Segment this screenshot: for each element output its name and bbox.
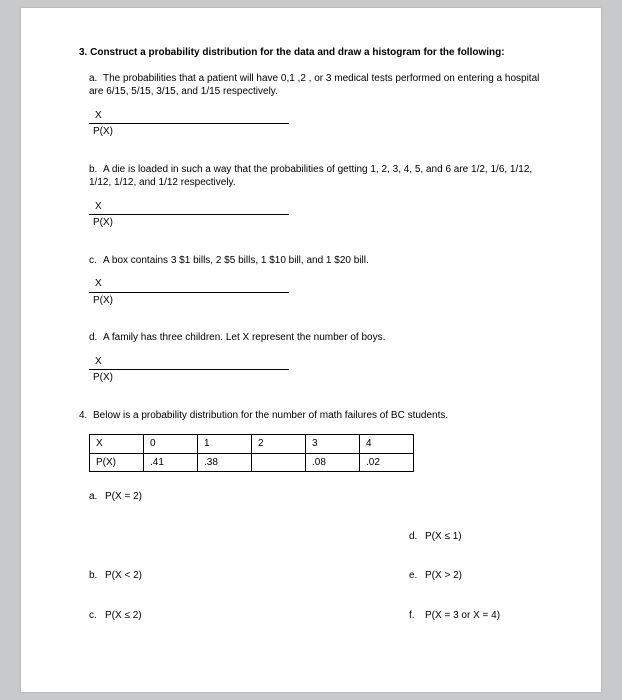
x-row: X [89,355,289,371]
q4-number: 4. [79,409,93,423]
px-row: P(X) [89,124,549,139]
q4-item-e: e.P(X > 2) [339,569,549,583]
item-letter: a. [89,490,105,504]
item-letter: b. [89,569,105,583]
table-cell: 2 [252,435,306,454]
xpx-block-c: X P(X) [89,277,549,307]
xpx-block-a: X P(X) [89,109,549,139]
table-cell: 1 [198,435,252,454]
item-text: P(X = 3 or X = 4) [425,610,500,621]
item-text: P(X ≤ 1) [425,531,462,542]
table-row: X 0 1 2 3 4 [90,435,414,454]
part-letter: b. [89,163,103,177]
part-text: A die is loaded in such a way that the p… [89,164,532,189]
q4-items-grid: a.P(X = 2) d.P(X ≤ 1) b.P(X < 2) e.P(X >… [89,490,549,622]
x-row: X [89,277,289,293]
part-text: A family has three children. Let X repre… [103,332,385,343]
q4-title: 4.Below is a probability distribution fo… [79,409,549,423]
table-cell: P(X) [90,453,144,472]
table-row: P(X) .41 .38 .08 .02 [90,453,414,472]
question-3: 3. Construct a probability distribution … [79,46,549,385]
q4-table-wrap: X 0 1 2 3 4 P(X) .41 .38 .08 .02 [89,434,549,472]
item-text: P(X > 2) [425,570,462,581]
part-text: A box contains 3 $1 bills, 2 $5 bills, 1… [103,255,369,266]
blank [89,530,299,544]
q3-title: 3. Construct a probability distribution … [79,46,549,60]
px-row: P(X) [89,293,549,308]
q4-item-a: a.P(X = 2) [89,490,299,504]
item-letter: f. [409,609,425,623]
table-cell: X [90,435,144,454]
px-row: P(X) [89,215,549,230]
q4-item-f: f.P(X = 3 or X = 4) [339,609,549,623]
px-row: P(X) [89,370,549,385]
table-cell [252,453,306,472]
q4-item-c: c.P(X ≤ 2) [89,609,299,623]
table-cell: 4 [360,435,414,454]
table-cell: .41 [144,453,198,472]
x-row: X [89,200,289,216]
item-letter: c. [89,609,105,623]
xpx-block-b: X P(X) [89,200,549,230]
table-cell: 3 [306,435,360,454]
q3-part-d: d.A family has three children. Let X rep… [79,331,549,345]
item-text: P(X = 2) [105,491,142,502]
item-letter: d. [409,530,425,544]
document-page: 3. Construct a probability distribution … [21,8,601,692]
xpx-block-d: X P(X) [89,355,549,385]
table-cell: .02 [360,453,414,472]
item-text: P(X < 2) [105,570,142,581]
part-letter: c. [89,254,103,268]
question-4: 4.Below is a probability distribution fo… [79,409,549,623]
item-text: P(X ≤ 2) [105,610,142,621]
q3-part-b: b.A die is loaded in such a way that the… [79,163,549,190]
x-row: X [89,109,289,125]
q4-item-d: d.P(X ≤ 1) [339,530,549,544]
table-cell: .08 [306,453,360,472]
table-cell: 0 [144,435,198,454]
item-letter: e. [409,569,425,583]
part-text: The probabilities that a patient will ha… [89,73,539,98]
q3-part-c: c.A box contains 3 $1 bills, 2 $5 bills,… [79,254,549,268]
blank [339,490,549,504]
q4-item-b: b.P(X < 2) [89,569,299,583]
probability-table: X 0 1 2 3 4 P(X) .41 .38 .08 .02 [89,434,414,472]
table-cell: .38 [198,453,252,472]
q4-title-text: Below is a probability distribution for … [93,410,448,421]
part-letter: d. [89,331,103,345]
part-letter: a. [89,72,103,86]
q3-part-a: a.The probabilities that a patient will … [79,72,549,99]
